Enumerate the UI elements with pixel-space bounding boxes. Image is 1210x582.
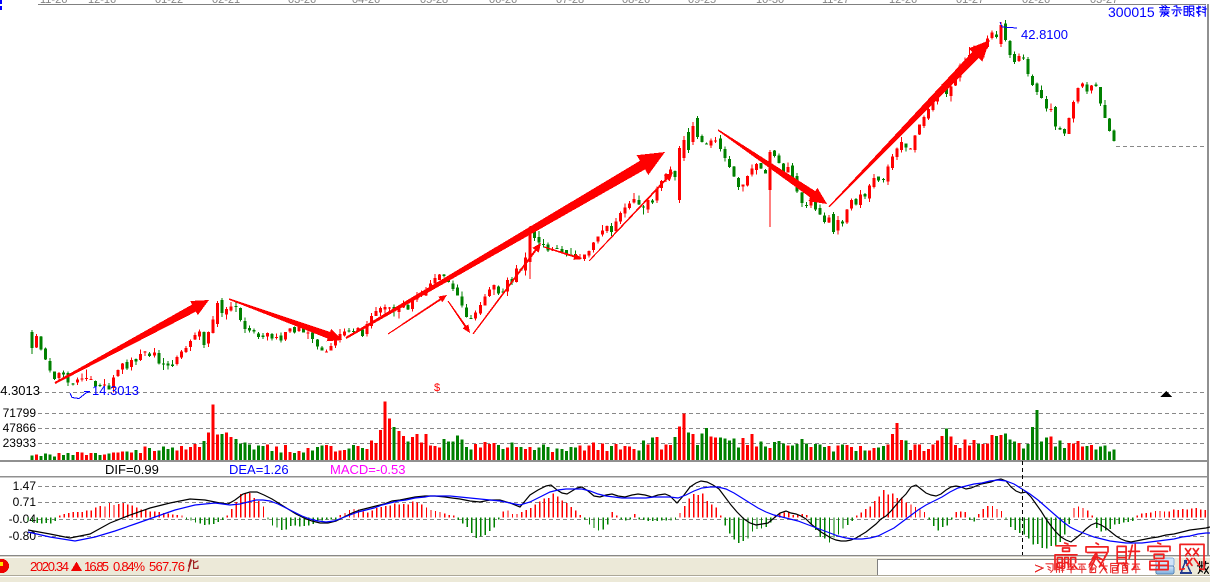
svg-text:47866: 47866 <box>3 421 37 435</box>
svg-text:MACD=-0.53: MACD=-0.53 <box>330 462 406 477</box>
svg-text:300015: 300015 <box>1108 4 1155 20</box>
svg-text:09-25: 09-25 <box>688 0 716 6</box>
svg-text:02-26: 02-26 <box>1022 0 1050 6</box>
svg-text:11-27: 11-27 <box>822 0 849 6</box>
svg-text:08-26: 08-26 <box>622 0 650 6</box>
svg-text:01-22: 01-22 <box>155 0 183 6</box>
svg-text:$: $ <box>434 382 440 394</box>
svg-text:03-26: 03-26 <box>288 0 316 6</box>
svg-text:07-28: 07-28 <box>556 0 584 6</box>
svg-text:DEA=1.26: DEA=1.26 <box>229 462 289 477</box>
svg-text:0.71: 0.71 <box>13 495 37 509</box>
svg-text:42.8100: 42.8100 <box>1021 27 1068 42</box>
svg-text:01-27: 01-27 <box>956 0 984 6</box>
svg-text:567.76: 567.76 <box>149 559 185 574</box>
svg-text:06-26: 06-26 <box>489 0 517 6</box>
svg-text:02-21: 02-21 <box>212 0 240 6</box>
svg-text:71799: 71799 <box>3 406 37 420</box>
svg-text:14.3013: 14.3013 <box>0 383 40 398</box>
svg-text:23933: 23933 <box>3 436 37 450</box>
svg-text:12-26: 12-26 <box>889 0 917 6</box>
svg-text:1.47: 1.47 <box>13 479 37 493</box>
svg-text:-0.04: -0.04 <box>9 512 37 526</box>
svg-text:05-28: 05-28 <box>420 0 448 6</box>
svg-text:2020.34: 2020.34 <box>30 559 69 574</box>
svg-text:14.3013: 14.3013 <box>92 383 139 398</box>
svg-text:DIF=0.99: DIF=0.99 <box>105 462 159 477</box>
svg-text:04-26: 04-26 <box>352 0 380 6</box>
svg-text:0.84%: 0.84% <box>113 559 145 574</box>
svg-text:12-16: 12-16 <box>88 0 116 6</box>
svg-text:11-26: 11-26 <box>40 0 67 6</box>
svg-text:16.85: 16.85 <box>84 559 109 574</box>
svg-text:03-27: 03-27 <box>1090 0 1118 6</box>
svg-text:10-30: 10-30 <box>756 0 784 6</box>
